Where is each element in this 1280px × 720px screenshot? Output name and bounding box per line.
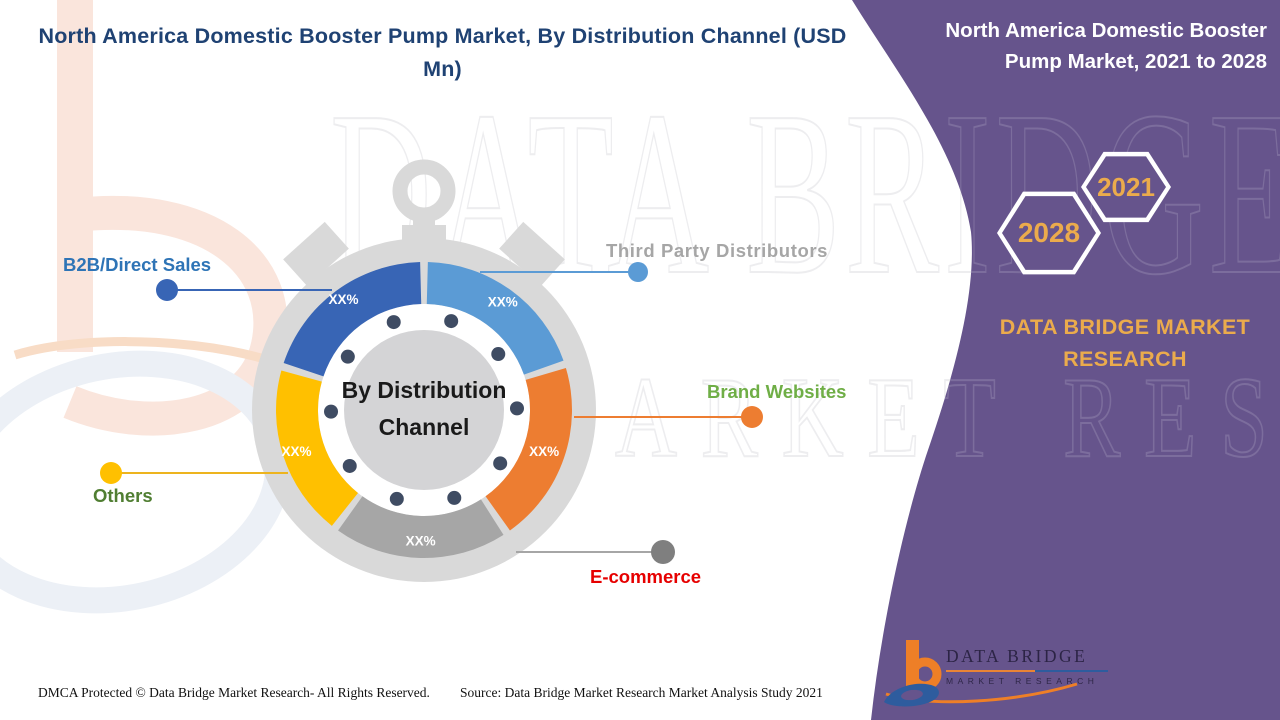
callout-dot-3	[100, 462, 122, 484]
page-title-line1: North America Domestic Booster Pump Mark…	[38, 24, 847, 48]
hexagon-badge-2021: 2021	[1081, 148, 1171, 226]
segment-value-label: XX%	[529, 444, 559, 459]
tick-dot	[324, 404, 339, 419]
hexagon-badge-2028: 2028	[997, 187, 1101, 279]
chart-center-label: By Distribution Channel	[341, 377, 507, 440]
brand-wordmark: DATA BRIDGE MARKET RESEARCH	[999, 315, 1251, 371]
tick-dot	[340, 349, 355, 364]
segment-value-label: XX%	[328, 292, 358, 307]
tick-dot	[447, 490, 462, 505]
tick-dot	[509, 401, 524, 416]
label-third-party-distributors: Third Party Distributors	[606, 240, 829, 261]
label-others: Others	[93, 485, 153, 506]
donut-segment-2	[338, 496, 504, 558]
panel-heading-line2: Pump Market, 2021 to 2028	[1004, 50, 1267, 73]
donut-chart: XX% XX% XX% XX% XX%	[100, 159, 763, 582]
tick-dot	[444, 314, 459, 329]
source-note: Source: Data Bridge Market Research Mark…	[460, 685, 823, 700]
dbmr-logo-subtitle: MARKET RESEARCH	[946, 676, 1099, 686]
hexagon-year-label: 2021	[1086, 156, 1166, 218]
donut-segment-3	[275, 370, 359, 526]
tick-dot	[386, 315, 401, 330]
tick-dot	[493, 456, 508, 471]
tick-dot	[491, 347, 506, 362]
panel-heading: North America Domestic Booster Pump Mark…	[887, 15, 1267, 77]
callout-lines	[100, 262, 763, 564]
dbmr-logo-icon	[884, 640, 1078, 707]
page-title: North America Domestic Booster Pump Mark…	[20, 20, 865, 86]
donut-segment-0	[426, 262, 564, 375]
panel-heading-line1: North America Domestic Booster	[945, 19, 1267, 42]
segment-value-label: XX%	[282, 444, 312, 459]
dmca-notice: DMCA Protected © Data Bridge Market Rese…	[38, 685, 430, 700]
callout-dot-0	[628, 262, 648, 282]
label-b2b-direct-sales: B2B/Direct Sales	[63, 254, 212, 275]
page-title-line2: Mn)	[423, 57, 462, 81]
label-e-commerce: E-commerce	[590, 566, 702, 587]
tick-dot	[342, 458, 357, 473]
hexagon-year-label: 2028	[1002, 196, 1096, 270]
dbmr-logo-text: DATA BRIDGE MARKET RESEARCH	[946, 646, 1108, 686]
dbmr-logo-title: DATA BRIDGE	[946, 646, 1088, 666]
donut-segments: XX% XX% XX% XX% XX%	[275, 262, 572, 558]
donut-segment-1	[485, 367, 572, 531]
callout-dot-4	[156, 279, 178, 301]
donut-segment-4	[283, 262, 422, 377]
callout-dot-2	[651, 540, 675, 564]
label-brand-websites: Brand Websites	[707, 381, 847, 402]
callout-dot-1	[741, 406, 763, 428]
clock-tick-dots	[324, 314, 524, 506]
tick-dot	[389, 491, 404, 506]
logo-divider	[946, 670, 1108, 672]
segment-value-label: XX%	[488, 294, 518, 309]
segment-value-label: XX%	[406, 534, 436, 549]
